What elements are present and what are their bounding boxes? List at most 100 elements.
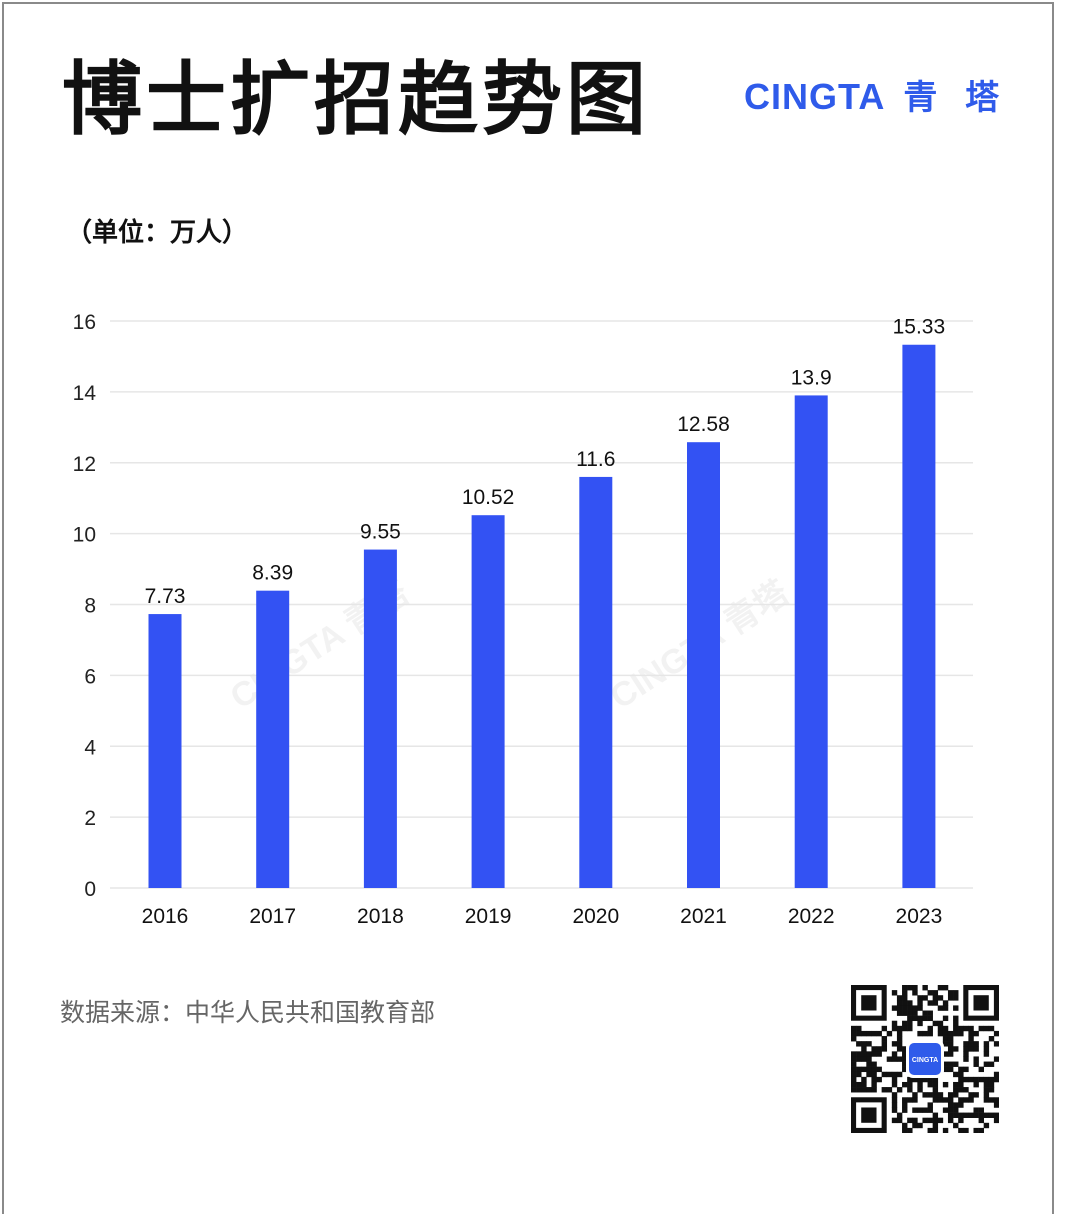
qr-module (896, 1041, 903, 1047)
qr-module (932, 1127, 939, 1133)
qr-module (866, 1041, 872, 1047)
qr-module (851, 1051, 857, 1057)
qr-module (932, 995, 939, 1001)
qr-module (902, 1051, 908, 1057)
qr-module (912, 990, 918, 996)
qr-module (983, 1061, 990, 1067)
qr-module (851, 1076, 857, 1083)
qr-module (891, 1081, 898, 1088)
qr-module (958, 1087, 964, 1093)
qr-module (922, 985, 928, 991)
qr-module (917, 1000, 923, 1006)
y-tick-label: 4 (84, 736, 96, 759)
qr-module (983, 1081, 990, 1088)
qr-module (902, 1025, 908, 1032)
qr-module (953, 1030, 959, 1037)
qr-module (917, 1081, 923, 1088)
qr-module (953, 1087, 959, 1093)
qr-module (927, 1015, 933, 1022)
qr-module (871, 1081, 877, 1088)
qr-module (942, 1081, 949, 1088)
qr-module (963, 1112, 969, 1118)
qr-module (937, 1117, 944, 1124)
qr-module (993, 1056, 999, 1062)
qr-module (907, 1087, 913, 1093)
qr-module (902, 1010, 908, 1016)
qr-module (942, 1000, 949, 1006)
qr-module (907, 1020, 913, 1027)
qr-module (922, 1107, 928, 1113)
qr-module (902, 1056, 908, 1062)
qr-module (896, 1030, 903, 1037)
qr-module (896, 1010, 903, 1016)
qr-module (851, 1087, 857, 1093)
qr-module (886, 1071, 893, 1078)
qr-module (968, 1112, 974, 1118)
qr-module (942, 1061, 949, 1067)
qr-module (953, 1061, 959, 1067)
qr-module (947, 1107, 954, 1113)
qr-module (922, 1015, 928, 1022)
x-tick-label: 2019 (465, 905, 512, 928)
qr-module (907, 1097, 913, 1103)
qr-module (993, 1112, 999, 1118)
qr-module (953, 1081, 959, 1088)
qr-module (907, 1117, 913, 1124)
qr-module (927, 1030, 933, 1037)
qr-module (902, 1020, 908, 1027)
qr-module (947, 1097, 954, 1103)
qr-module (953, 1005, 959, 1011)
qr-module (851, 1081, 857, 1088)
qr-module (866, 1071, 872, 1078)
qr-module (993, 1117, 999, 1124)
qr-module (983, 1041, 990, 1047)
qr-module (953, 1025, 959, 1032)
bar (363, 549, 397, 888)
qr-module (968, 1041, 974, 1047)
qr-module (993, 1041, 999, 1047)
qr-module (881, 1025, 888, 1032)
qr-module (902, 1046, 908, 1052)
brand-name-cn: 青 塔 (903, 78, 1008, 118)
x-tick-label: 2021 (680, 905, 727, 928)
qr-module (902, 1102, 908, 1108)
bar (256, 590, 290, 888)
qr-module (973, 1081, 979, 1088)
qr-module (932, 1097, 939, 1103)
qr-module (932, 990, 939, 996)
qr-module (861, 1041, 867, 1047)
data-labels: 7.73 8.39 9.55 10.52 11.6 12.58 13.9 15.33 (145, 316, 946, 608)
bars (148, 344, 936, 888)
qr-module (881, 1041, 888, 1047)
qr-module (942, 1127, 949, 1133)
qr-module (912, 1092, 918, 1098)
qr-module (902, 1000, 908, 1006)
qr-module (973, 1041, 979, 1047)
qr-module (896, 995, 903, 1001)
qr-module (932, 1020, 939, 1027)
qr-module (942, 1107, 949, 1113)
qr-module (902, 1005, 908, 1011)
qr-module (927, 1076, 933, 1083)
qr-module (978, 1076, 984, 1083)
data-label: 10.52 (462, 486, 515, 509)
qr-module (922, 1076, 928, 1083)
qr-module (891, 1117, 898, 1124)
qr-code: CINGTA (851, 985, 999, 1133)
qr-module (912, 1107, 918, 1113)
qr-module (866, 1066, 872, 1073)
qr-module (866, 1030, 872, 1037)
qr-module (937, 1092, 944, 1098)
qr-module (851, 1071, 857, 1078)
qr-module (963, 1041, 969, 1047)
qr-module (942, 1041, 949, 1047)
qr-module (902, 1122, 908, 1129)
qr-module (927, 1010, 933, 1016)
qr-module (917, 1107, 923, 1113)
qr-module (902, 1066, 908, 1073)
qr-finder (973, 995, 989, 1011)
qr-module (953, 1102, 959, 1108)
qr-module (902, 1081, 908, 1088)
qr-module (968, 1097, 974, 1103)
qr-module (942, 985, 949, 991)
